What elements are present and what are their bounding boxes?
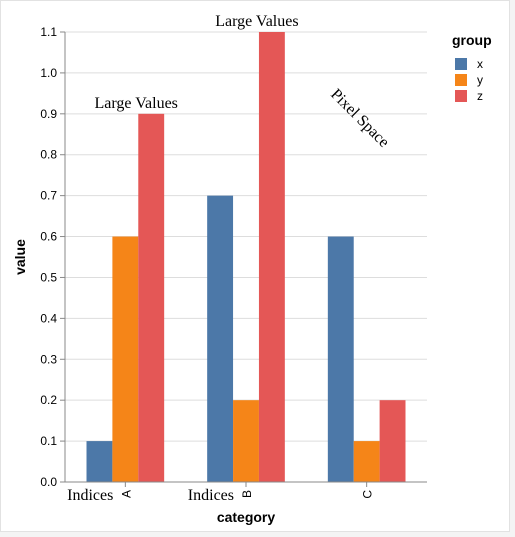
legend-title: group — [452, 32, 492, 48]
x-tick-label-C: C — [361, 490, 375, 499]
legend: group xyz — [452, 32, 492, 103]
annotation-indices: Indices — [188, 487, 234, 504]
bar-C-z — [379, 400, 406, 482]
y-tick-label: 1.1 — [40, 25, 57, 39]
y-tick-label: 0.2 — [40, 393, 57, 407]
legend-swatch-x — [455, 58, 467, 70]
bar-B-y — [233, 400, 259, 482]
legend-label-x: x — [477, 57, 483, 71]
y-tick-label: 0.0 — [40, 475, 57, 489]
bar-C-y — [353, 441, 380, 482]
y-tick-label: 0.4 — [40, 311, 57, 325]
legend-swatch-z — [455, 90, 467, 102]
bars — [86, 32, 406, 483]
bar-B-z — [258, 32, 285, 482]
y-tick-label: 0.9 — [40, 107, 57, 121]
bar-A-z — [138, 113, 165, 483]
legend-label-y: y — [477, 73, 483, 87]
legend-swatch-y — [455, 74, 467, 86]
annotation-large-values: Large Values — [95, 95, 178, 112]
bar-A-y — [112, 236, 139, 482]
annotation-large-values: Large Values — [215, 13, 298, 30]
x-axis-title: category — [217, 509, 276, 525]
bar-C-x — [327, 236, 354, 482]
y-tick-label: 0.6 — [40, 230, 57, 244]
y-tick-label: 0.7 — [40, 189, 57, 203]
y-tick-label: 0.1 — [40, 434, 57, 448]
annotation-indices: Indices — [67, 487, 113, 504]
x-tick-label-B: B — [240, 490, 254, 498]
y-tick-label: 0.8 — [40, 148, 57, 162]
y-tick-label: 0.3 — [40, 352, 57, 366]
annotation-pixel-space: Pixel Space — [327, 86, 392, 151]
bar-A-x — [86, 441, 113, 482]
axes: 0.0 0.1 0.2 0.3 0.4 0.5 0.6 0.7 0.8 0.9 1.0 1.1 A B C — [40, 25, 427, 499]
legend-label-z: z — [477, 89, 483, 103]
y-tick-label: 0.5 — [40, 270, 57, 284]
x-tick-label-A: A — [119, 490, 133, 498]
y-tick-label: 1.0 — [40, 66, 57, 80]
bar-B-x — [207, 195, 234, 483]
y-axis-title: value — [12, 239, 28, 275]
